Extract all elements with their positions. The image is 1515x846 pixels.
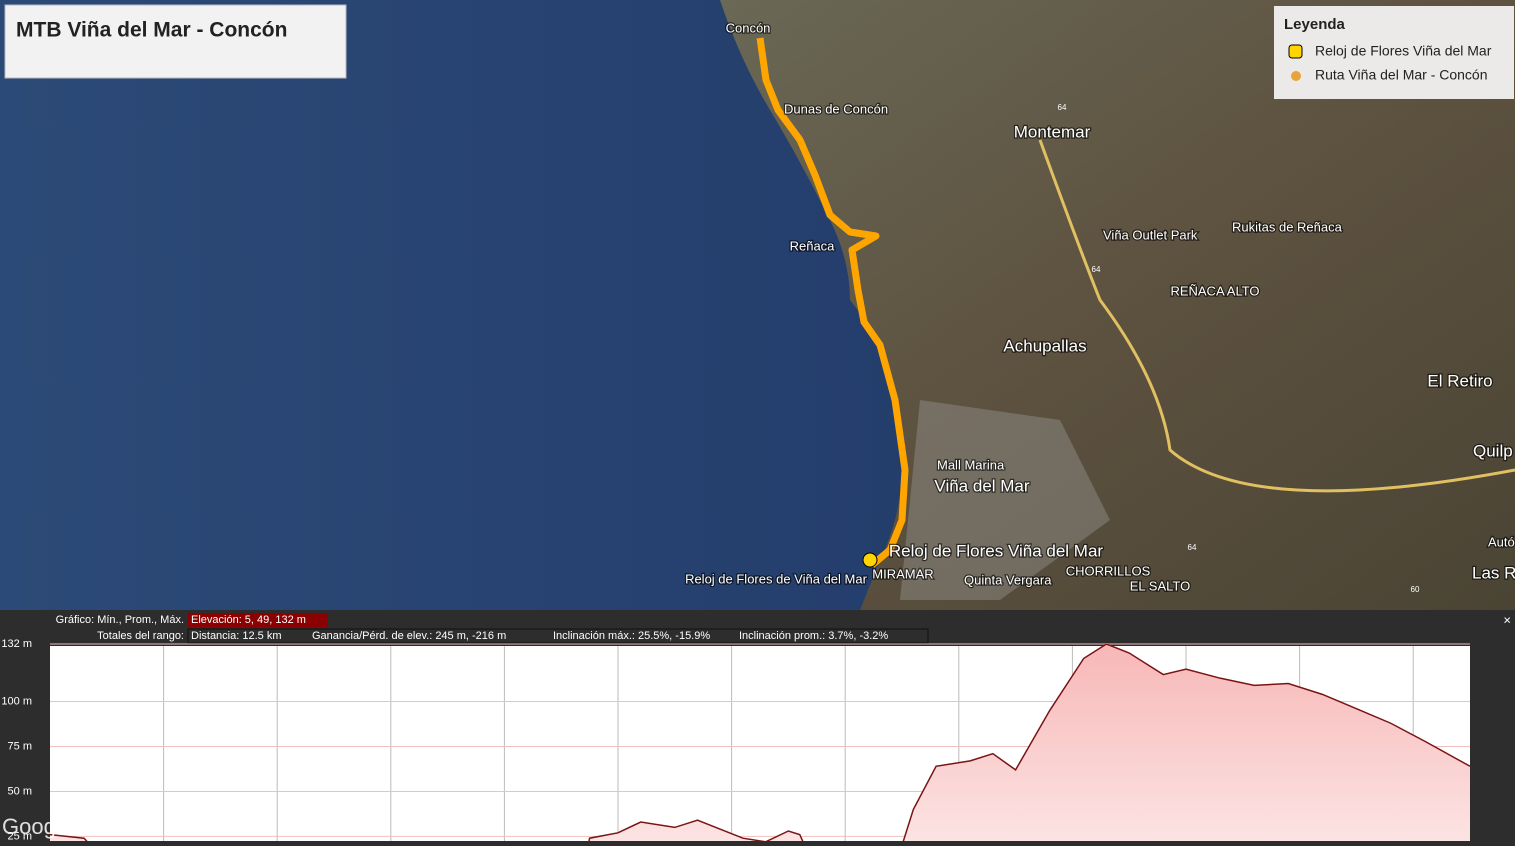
road-shield: 64 [1092,265,1101,274]
place-label: Quilp [1473,441,1513,460]
place-label: Viña Outlet Park [1103,227,1198,242]
title: MTB Viña del Mar - Concón [16,19,287,42]
place-label: Autó [1488,534,1515,549]
stats-value: Inclinación prom.: 3.7%, -3.2% [739,630,888,642]
profile-chart: 132 m 100 m 75 m 50 m 25 m [1,638,1470,842]
logo: Google Earth [2,814,132,839]
y-tick-label: 50 m [8,785,32,797]
stats-value: Inclinación máx.: 25.5%, -15.9% [553,630,710,642]
place-label: REÑACA ALTO [1170,283,1259,298]
title-box [4,4,347,79]
place-label: Achupallas [1003,336,1086,355]
legend-item: Reloj de Flores Viña del Mar [1315,43,1492,59]
stats-value: Elevación: 5, 49, 132 m [191,614,306,626]
legend-box [1274,6,1514,99]
land [640,0,1515,610]
place-label: Reñaca [790,238,836,253]
place-label: EL SALTO [1130,578,1190,593]
place-label: Viña del Mar [934,476,1029,495]
y-tick-label: 100 m [1,695,32,707]
stats-cell [187,628,929,644]
marker[interactable] [862,552,878,568]
place-label: El Retiro [1427,371,1492,390]
highway [1038,139,1515,493]
place-label: Montemar [1014,122,1091,141]
area [50,644,1470,841]
legend-icon [1291,71,1301,81]
city [900,400,1110,600]
map[interactable] [0,0,1515,610]
place-label: Reloj de Flores Viña del Mar [889,541,1104,560]
place-label: Mall Marina [937,457,1005,472]
place-label: Las R [1472,563,1515,582]
stats-label: Totales del rango: [97,630,184,642]
place-label: Concón [726,20,771,35]
legend-item: Ruta Viña del Mar - Concón [1315,67,1488,83]
legend-title: Leyenda [1284,16,1346,33]
y-tick-label: 25 m [8,830,32,841]
series [50,644,1470,841]
close-button[interactable]: × [1503,612,1511,627]
stats-cell [188,613,328,627]
place-label: Reloj de Flores de Viña del Mar [685,571,868,586]
y-tick-label: 132 m [1,638,32,650]
road-shield: 64 [1058,103,1067,112]
road-shield: 64 [1188,543,1197,552]
place-label: MIRAMAR [872,566,933,581]
stats-value: Distancia: 12.5 km [191,630,281,642]
legend-icon [1288,44,1303,59]
stats-label: Gráfico: Mín., Prom., Máx. [56,614,184,626]
place-label: Dunas de Concón [784,101,888,116]
place-label: Quinta Vergara [964,572,1052,587]
place-label: CHORRILLOS [1066,563,1151,578]
line [50,644,1470,841]
route[interactable] [756,37,909,568]
stats-value: Ganancia/Pérd. de elev.: 245 m, -216 m [312,630,506,642]
road-shield: 60 [1411,585,1420,594]
y-tick-label: 75 m [8,740,32,752]
place-label: Rukitas de Reñaca [1232,219,1343,234]
